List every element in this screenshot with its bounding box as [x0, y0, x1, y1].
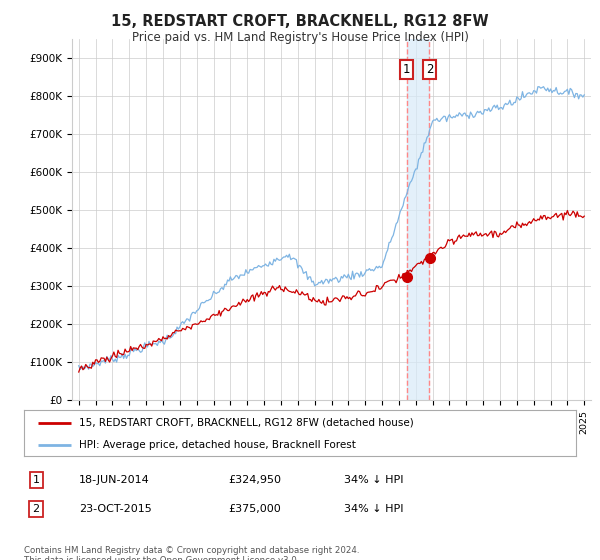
Text: 18-JUN-2014: 18-JUN-2014: [79, 475, 150, 485]
Text: HPI: Average price, detached house, Bracknell Forest: HPI: Average price, detached house, Brac…: [79, 440, 356, 450]
Text: 23-OCT-2015: 23-OCT-2015: [79, 504, 152, 514]
Text: 1: 1: [32, 475, 40, 485]
Bar: [407, 39, 430, 400]
Text: 2: 2: [32, 504, 40, 514]
Text: 34% ↓ HPI: 34% ↓ HPI: [344, 475, 404, 485]
Text: Price paid vs. HM Land Registry's House Price Index (HPI): Price paid vs. HM Land Registry's House …: [131, 31, 469, 44]
Text: £324,950: £324,950: [228, 475, 281, 485]
Text: 15, REDSTART CROFT, BRACKNELL, RG12 8FW (detached house): 15, REDSTART CROFT, BRACKNELL, RG12 8FW …: [79, 418, 414, 428]
Text: £375,000: £375,000: [228, 504, 281, 514]
Text: 34% ↓ HPI: 34% ↓ HPI: [344, 504, 404, 514]
Text: 2: 2: [425, 63, 433, 76]
Text: 1: 1: [403, 63, 410, 76]
Text: 15, REDSTART CROFT, BRACKNELL, RG12 8FW: 15, REDSTART CROFT, BRACKNELL, RG12 8FW: [111, 14, 489, 29]
Text: Contains HM Land Registry data © Crown copyright and database right 2024.
This d: Contains HM Land Registry data © Crown c…: [24, 546, 359, 560]
